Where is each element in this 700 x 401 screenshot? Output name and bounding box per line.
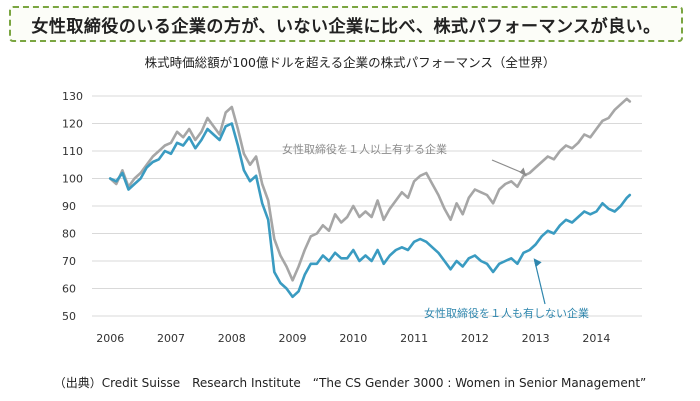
x-tick-label: 2014	[582, 332, 610, 345]
x-tick-label: 2012	[461, 332, 489, 345]
headline-box: 女性取締役のいる企業の方が、いない企業に比べ、株式パフォーマンスが良い。	[9, 6, 683, 42]
x-tick-label: 2013	[522, 332, 550, 345]
y-tick-label: 110	[62, 145, 83, 158]
y-tick-label: 90	[62, 200, 76, 213]
arrowhead-with-women	[519, 167, 527, 177]
arrowhead-without-women	[533, 258, 542, 268]
grid-layer	[92, 95, 642, 317]
y-tick-label: 80	[62, 228, 76, 241]
x-tick-label: 2009	[279, 332, 307, 345]
series-label-without-women: 女性取締役を１人も有しない企業	[424, 306, 589, 320]
y-axis: 50 60 70 80 90 100 110 120 130	[62, 90, 83, 323]
series-layer	[108, 97, 632, 299]
chart-title: 株式時価総額が100億ドルを超える企業の株式パフォーマンス（全世界）	[144, 55, 556, 70]
y-tick-label: 50	[62, 310, 76, 323]
arrow-without-women	[534, 260, 546, 305]
x-tick-label: 2010	[339, 332, 367, 345]
x-tick-label: 2006	[96, 332, 124, 345]
series-line-without-women	[108, 122, 632, 299]
y-tick-label: 130	[62, 90, 83, 103]
x-tick-label: 2007	[157, 332, 185, 345]
headline: 女性取締役のいる企業の方が、いない企業に比べ、株式パフォーマンスが良い。	[31, 16, 661, 37]
source-citation: （出典）Credit Suisse Research Institute “Th…	[53, 376, 647, 390]
x-axis: 2006 2007 2008 2009 2010 2011 2012 2013 2014	[96, 332, 610, 345]
y-tick-label: 120	[62, 118, 83, 131]
x-tick-label: 2011	[400, 332, 428, 345]
x-tick-label: 2008	[218, 332, 246, 345]
y-tick-label: 70	[62, 255, 76, 268]
y-tick-label: 60	[62, 283, 76, 296]
y-tick-label: 100	[62, 173, 83, 186]
series-label-with-women: 女性取締役を１人以上有する企業	[282, 142, 447, 156]
series-line-with-women	[108, 97, 632, 282]
